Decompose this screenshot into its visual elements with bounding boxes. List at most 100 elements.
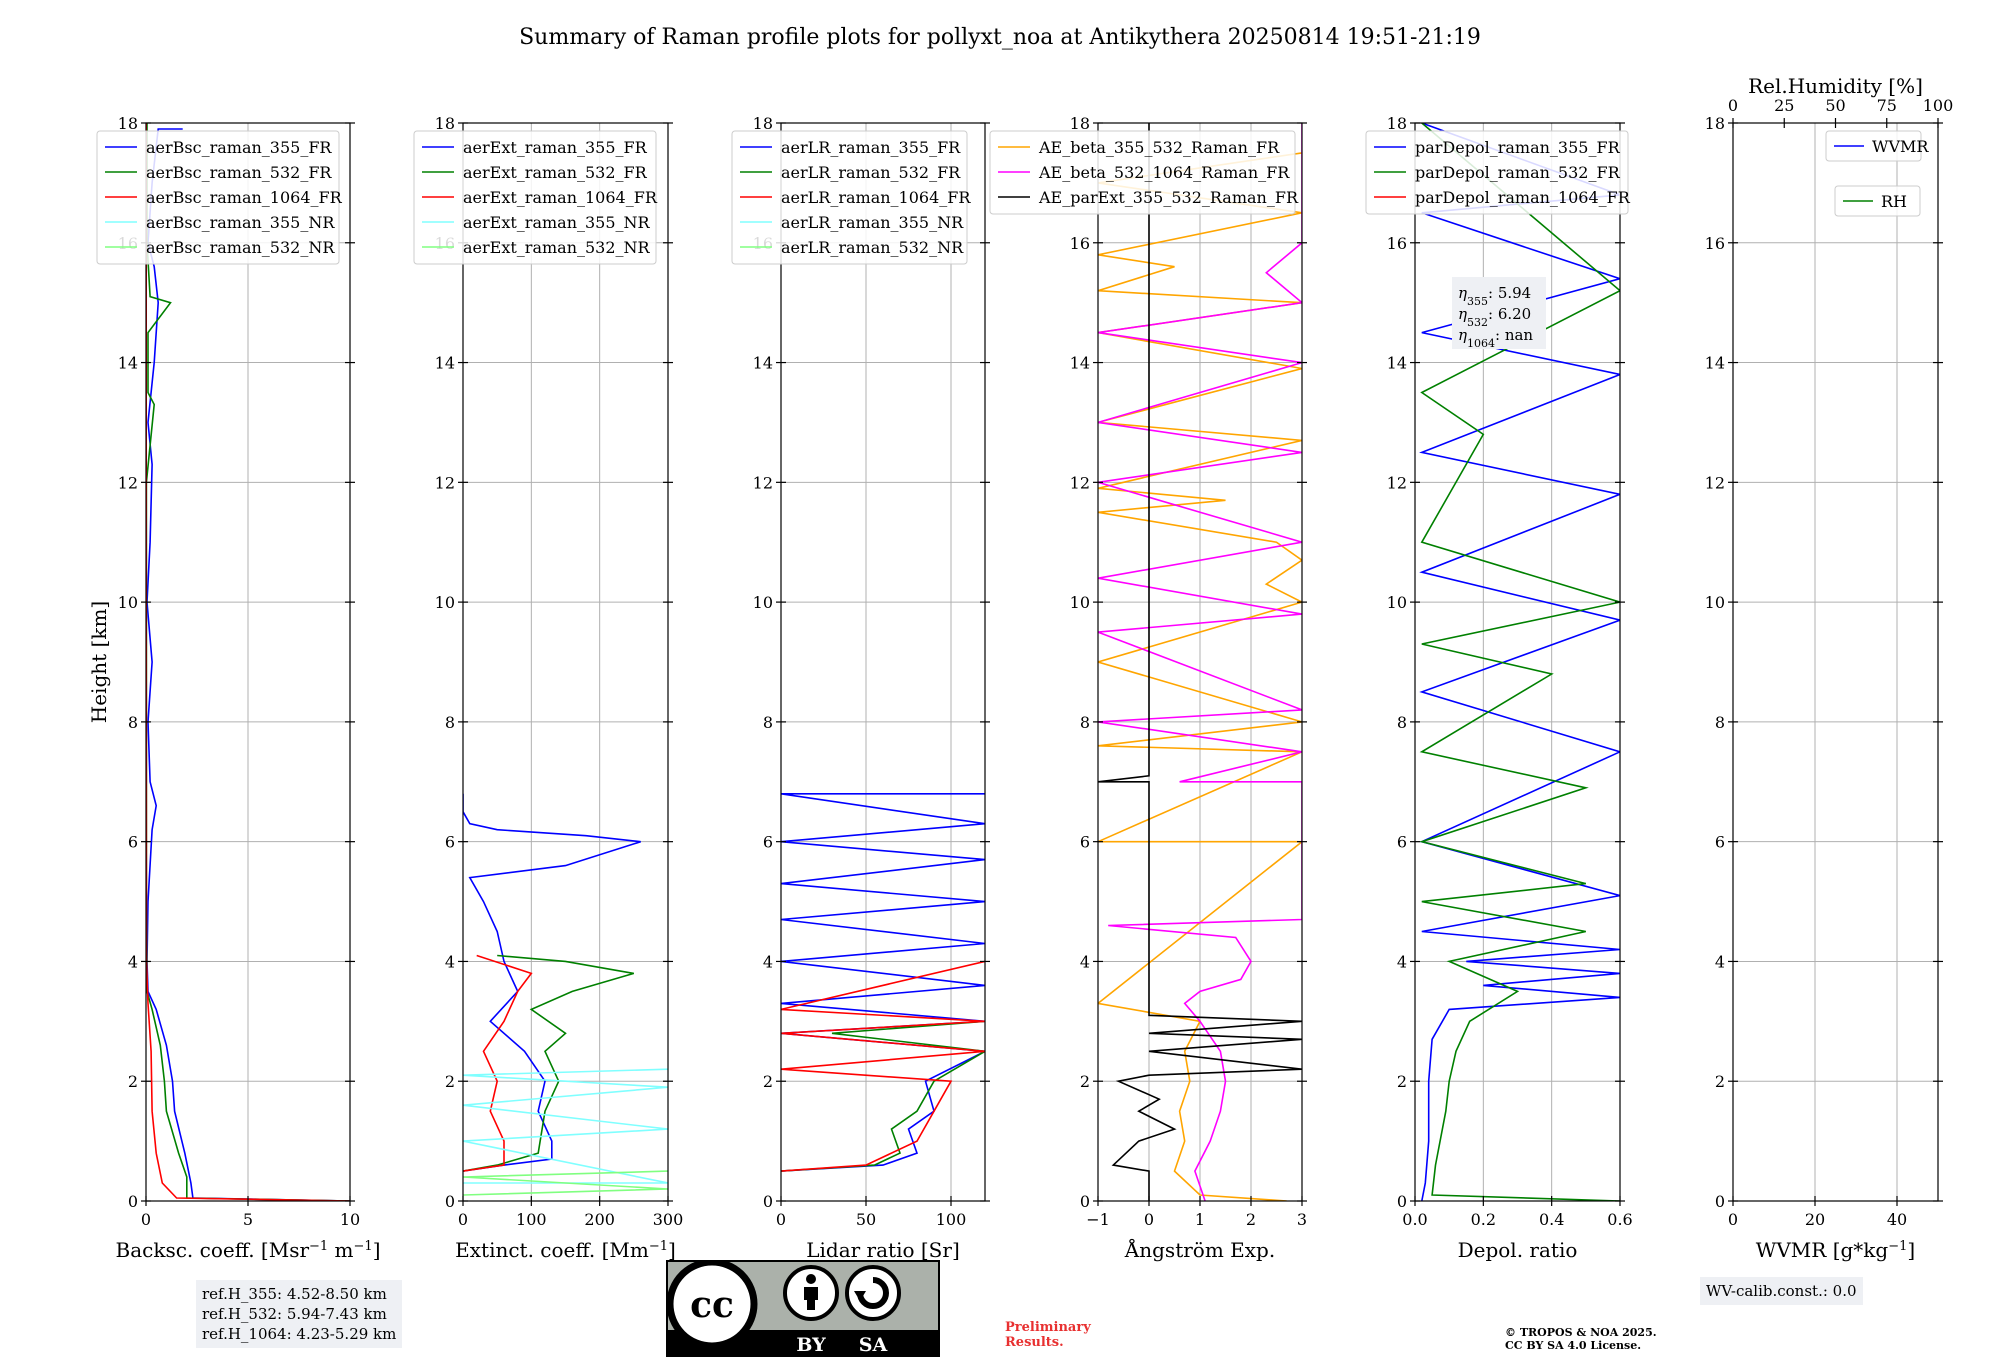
y-tick-label: 6 — [1715, 833, 1725, 852]
reference-height-box: ref.H_355: 4.52-8.50 km ref.H_532: 5.94-… — [196, 1280, 403, 1348]
sa-label: SA — [859, 1334, 888, 1356]
y-tick-label: 2 — [128, 1072, 138, 1091]
legend-entry: AE_beta_532_1064_Raman_FR — [1038, 163, 1290, 182]
cc-logo-text: cc — [690, 1284, 734, 1326]
x2-tick-label: 75 — [1877, 96, 1897, 115]
axes-frame — [462, 122, 669, 1202]
x-tick-label: 0.0 — [1402, 1210, 1427, 1229]
x-tick-label: 0.4 — [1539, 1210, 1564, 1229]
y-tick-label: 12 — [753, 473, 773, 492]
y-tick-label: 10 — [1070, 593, 1090, 612]
y-tick-label: 16 — [1070, 234, 1090, 253]
legend-entry: aerExt_raman_355_FR — [463, 138, 648, 157]
y-tick-label: 2 — [763, 1072, 773, 1091]
y-tick-label: 12 — [1387, 473, 1407, 492]
eta-line: η1064: nan — [1458, 326, 1533, 350]
legend-entry: parDepol_raman_355_FR — [1415, 138, 1621, 157]
x-axis-label: Depol. ratio — [1458, 1238, 1578, 1262]
x-tick-label: 100 — [936, 1210, 967, 1229]
x-tick-label: 0 — [141, 1210, 151, 1229]
legend-entry: aerLR_raman_355_FR — [781, 138, 961, 157]
copyright-note: © TROPOS & NOA 2025. CC BY SA 4.0 Licens… — [1505, 1326, 1657, 1352]
y-tick-label: 6 — [445, 833, 455, 852]
y-tick-label: 14 — [1387, 354, 1407, 373]
prelim-line-2: Results. — [1005, 1335, 1064, 1350]
legend-entry: WVMR — [1872, 137, 1929, 156]
y-tick-label: 6 — [1080, 833, 1090, 852]
y-tick-label: 6 — [128, 833, 138, 852]
y-tick-label: 10 — [435, 593, 455, 612]
share-alike-icon — [845, 1265, 901, 1321]
x-tick-label: 5 — [243, 1210, 253, 1229]
y-tick-label: 2 — [1080, 1072, 1090, 1091]
x-axis-label: Ångström Exp. — [1124, 1237, 1275, 1262]
ref-height-532: ref.H_532: 5.94-7.43 km — [202, 1305, 387, 1323]
panels: 0246810121416180510Backsc. coeff. [Msr−1… — [87, 74, 1953, 1262]
x-axis-label: WVMR [g*kg−1] — [1756, 1238, 1915, 1262]
y-tick-label: 8 — [1397, 713, 1407, 732]
x2-tick-label: 0 — [1728, 96, 1738, 115]
x-tick-label: 50 — [856, 1210, 876, 1229]
series-line-parDepol_raman_532_FR — [1418, 123, 1620, 1201]
y-tick-label: 2 — [1715, 1072, 1725, 1091]
legend-entry: aerBsc_raman_355_FR — [146, 138, 332, 157]
copyright-line-2: CC BY SA 4.0 License. — [1505, 1339, 1642, 1352]
legend-box — [1825, 130, 1922, 162]
wv-calibration-box: WV-calib.const.: 0.0 — [1700, 1277, 1863, 1305]
cc-logo-icon — [666, 1260, 758, 1350]
legend: aerBsc_raman_355_FR aerBsc_raman_532_FRae… — [96, 130, 343, 265]
y-tick-label: 10 — [1705, 593, 1725, 612]
y-tick-label: 0 — [128, 1192, 138, 1211]
preliminary-results-note: Preliminary Results. — [1005, 1320, 1091, 1350]
y-tick-label: 2 — [445, 1072, 455, 1091]
y-tick-label: 12 — [435, 473, 455, 492]
x-tick-label: 100 — [516, 1210, 547, 1229]
legend-entry: AE_beta_355_532_Raman_FR — [1038, 138, 1280, 157]
x-tick-label: 0 — [458, 1210, 468, 1229]
legend-entry: AE_parExt_355_532_Raman_FR — [1038, 188, 1299, 207]
y-tick-label: 4 — [1715, 952, 1725, 971]
x-tick-label: 0.6 — [1607, 1210, 1632, 1229]
y-tick-label: 16 — [1705, 234, 1725, 253]
legend-entry: aerLR_raman_355_NR — [781, 213, 964, 232]
legend-entry: parDepol_raman_1064_FR — [1415, 188, 1631, 207]
cc-by-sa-badge: cc BY SA — [666, 1260, 940, 1357]
y-tick-label: 8 — [763, 713, 773, 732]
legend-entry: aerBsc_raman_1064_FR — [146, 188, 343, 207]
x-axis-label: Extinct. coeff. [Mm−1] — [455, 1238, 676, 1262]
y-tick-label: 8 — [445, 713, 455, 732]
x2-axis-label: Rel.Humidity [%] — [1748, 74, 1923, 98]
ref-height-1064: ref.H_1064: 4.23-5.29 km — [202, 1325, 397, 1343]
y-tick-label: 8 — [1715, 713, 1725, 732]
y-tick-label: 18 — [1387, 114, 1407, 133]
axes-frame — [1732, 122, 1939, 1202]
x-tick-label: 3 — [1297, 1210, 1307, 1229]
y-tick-label: 14 — [1070, 354, 1090, 373]
x-tick-label: −1 — [1086, 1210, 1110, 1229]
y-tick-label: 18 — [435, 114, 455, 133]
series-line-aerLR_raman_355_FR — [781, 793, 985, 1172]
legend: parDepol_raman_355_FR parDepol_raman_532_… — [1365, 130, 1631, 215]
legend-entry: aerExt_raman_1064_FR — [463, 188, 658, 207]
axes-frame — [780, 122, 986, 1202]
y-tick-label: 4 — [763, 952, 773, 971]
y-tick-label: 6 — [1397, 833, 1407, 852]
eta-line: η355: 5.94 — [1458, 284, 1531, 308]
ref-height-355: ref.H_355: 4.52-8.50 km — [202, 1285, 387, 1303]
series-line-aerLR_raman_532_FR — [781, 1020, 985, 1172]
series-line-aerExt_raman_1064_FR — [463, 954, 533, 1172]
legend-box — [1365, 130, 1629, 215]
y-tick-label: 0 — [763, 1192, 773, 1211]
x-tick-label: 2 — [1246, 1210, 1256, 1229]
y-tick-label: 16 — [1387, 234, 1407, 253]
y-tick-label: 0 — [1080, 1192, 1090, 1211]
legend-entry: aerExt_raman_532_FR — [463, 163, 648, 182]
series-line-AE_parExt_355_532_Raman_FR — [1098, 123, 1302, 1201]
series-line-AE_beta_355_532_Raman_FR — [1098, 152, 1302, 1201]
y-tick-label: 14 — [1705, 354, 1725, 373]
legend-entry: aerExt_raman_355_NR — [463, 213, 651, 232]
legend-box — [1834, 185, 1921, 217]
legend: AE_beta_355_532_Raman_FR AE_beta_532_1064… — [989, 130, 1299, 215]
